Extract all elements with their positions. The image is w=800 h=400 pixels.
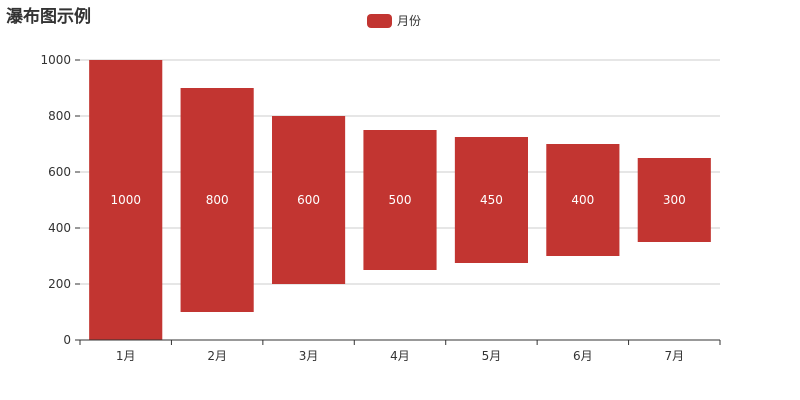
x-tick-label: 1月 — [116, 349, 136, 363]
bar[interactable] — [363, 130, 437, 270]
legend[interactable]: 月份 — [367, 12, 421, 29]
legend-label: 月份 — [397, 14, 422, 28]
x-tick-label: 6月 — [573, 349, 593, 363]
bar[interactable] — [454, 137, 528, 263]
bar-label: 300 — [663, 193, 686, 207]
y-tick-label: 1000 — [40, 53, 71, 67]
legend-swatch — [367, 13, 392, 28]
x-tick-label: 3月 — [299, 349, 319, 363]
bar-label: 500 — [389, 193, 412, 207]
bars: 1000 800 600 500 450 400 300 — [89, 60, 711, 340]
bar[interactable] — [89, 60, 163, 340]
bar[interactable] — [637, 158, 711, 242]
x-tick-label: 4月 — [390, 349, 410, 363]
bar-label: 450 — [480, 193, 503, 207]
y-tick-label: 600 — [48, 165, 71, 179]
x-tick-label: 7月 — [664, 349, 684, 363]
bar-label: 1000 — [110, 193, 141, 207]
bar-label: 800 — [206, 193, 229, 207]
bar[interactable] — [272, 116, 346, 284]
y-tick-label: 0 — [63, 333, 71, 347]
x-tick-label: 5月 — [482, 349, 502, 363]
x-tick-label: 2月 — [207, 349, 227, 363]
bar-label: 600 — [297, 193, 320, 207]
axes: 0 200 400 600 800 1000 1月 2月 3月 4月 5月 6月 7月 — [40, 53, 721, 363]
y-tick-label: 400 — [48, 221, 71, 235]
y-tick-label: 200 — [48, 277, 71, 291]
y-tick-label: 800 — [48, 109, 71, 123]
bar[interactable] — [180, 88, 254, 312]
bar[interactable] — [546, 144, 620, 256]
chart-title: 瀑布图示例 — [6, 7, 91, 27]
bar-label: 400 — [571, 193, 594, 207]
